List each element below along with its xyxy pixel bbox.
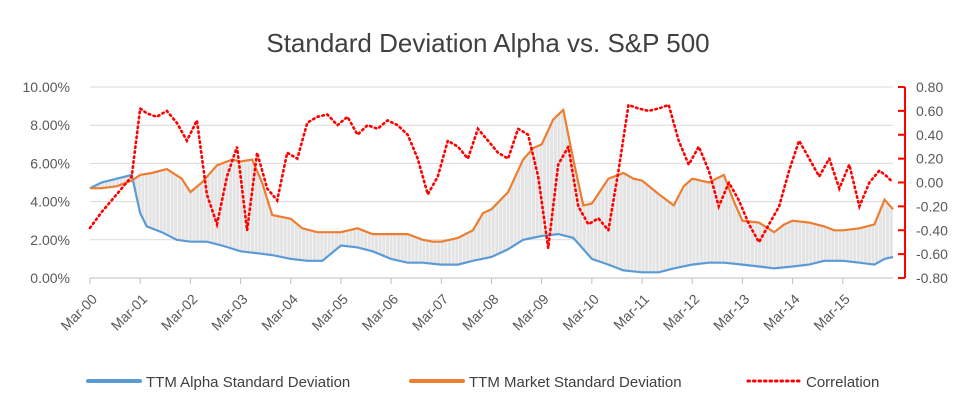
x-tick-label: Mar-07: [409, 291, 452, 334]
y-right-tick-label: -0.20: [916, 198, 948, 214]
x-tick-label: Mar-06: [359, 291, 402, 334]
y-right-tick-label: 0.20: [916, 151, 943, 167]
y-right-tick-label: 0.40: [916, 127, 943, 143]
band-area-layer: [90, 112, 894, 273]
x-tick-label: Mar-14: [760, 291, 803, 334]
y-right-tick-label: 0.80: [916, 79, 943, 95]
chart-title: Standard Deviation Alpha vs. S&P 500: [266, 28, 709, 58]
series-correlation-line: [88, 103, 895, 249]
y-left-tick-label: 0.00%: [30, 270, 70, 286]
series-market-line: [90, 107, 894, 243]
series-alpha-line: [89, 173, 894, 274]
x-tick-label: Mar-03: [208, 291, 251, 334]
x-tick-label: Mar-05: [308, 291, 351, 334]
x-tick-label: Mar-11: [610, 291, 652, 333]
y-left-tick-label: 8.00%: [30, 117, 70, 133]
x-tick-label: Mar-04: [258, 291, 301, 334]
y-left-tick-label: 4.00%: [30, 194, 70, 210]
y-right-tick-label: -0.40: [916, 222, 948, 238]
legend-label: TTM Market Standard Deviation: [469, 374, 682, 391]
x-tick-label: Mar-02: [158, 291, 201, 334]
series-layer: [88, 103, 895, 274]
y-right-tick-label: 0.60: [916, 103, 943, 119]
legend: TTM Alpha Standard Deviation TTM Market S…: [86, 374, 879, 391]
x-tick-label: Mar-10: [559, 291, 602, 334]
x-tick-label: Mar-01: [108, 291, 151, 334]
y-left-tick-label: 10.00%: [23, 79, 70, 95]
y-left-tick-label: 2.00%: [30, 232, 70, 248]
y-right-tick-label: 0.00: [916, 175, 943, 191]
x-tick-label: Mar-13: [710, 291, 753, 334]
x-tick-label: Mar-15: [810, 291, 853, 334]
x-tick-label: Mar-12: [660, 291, 703, 334]
x-tick-label: Mar-00: [57, 291, 100, 334]
legend-label: TTM Alpha Standard Deviation: [146, 374, 350, 391]
y-right-tick-label: -0.80: [916, 270, 948, 286]
y-right-tick-label: -0.60: [916, 246, 948, 262]
y-left-tick-label: 6.00%: [30, 155, 70, 171]
legend-label: Correlation: [806, 374, 879, 391]
x-tick-label: Mar-08: [459, 291, 502, 334]
x-tick-label: Mar-09: [509, 291, 552, 334]
